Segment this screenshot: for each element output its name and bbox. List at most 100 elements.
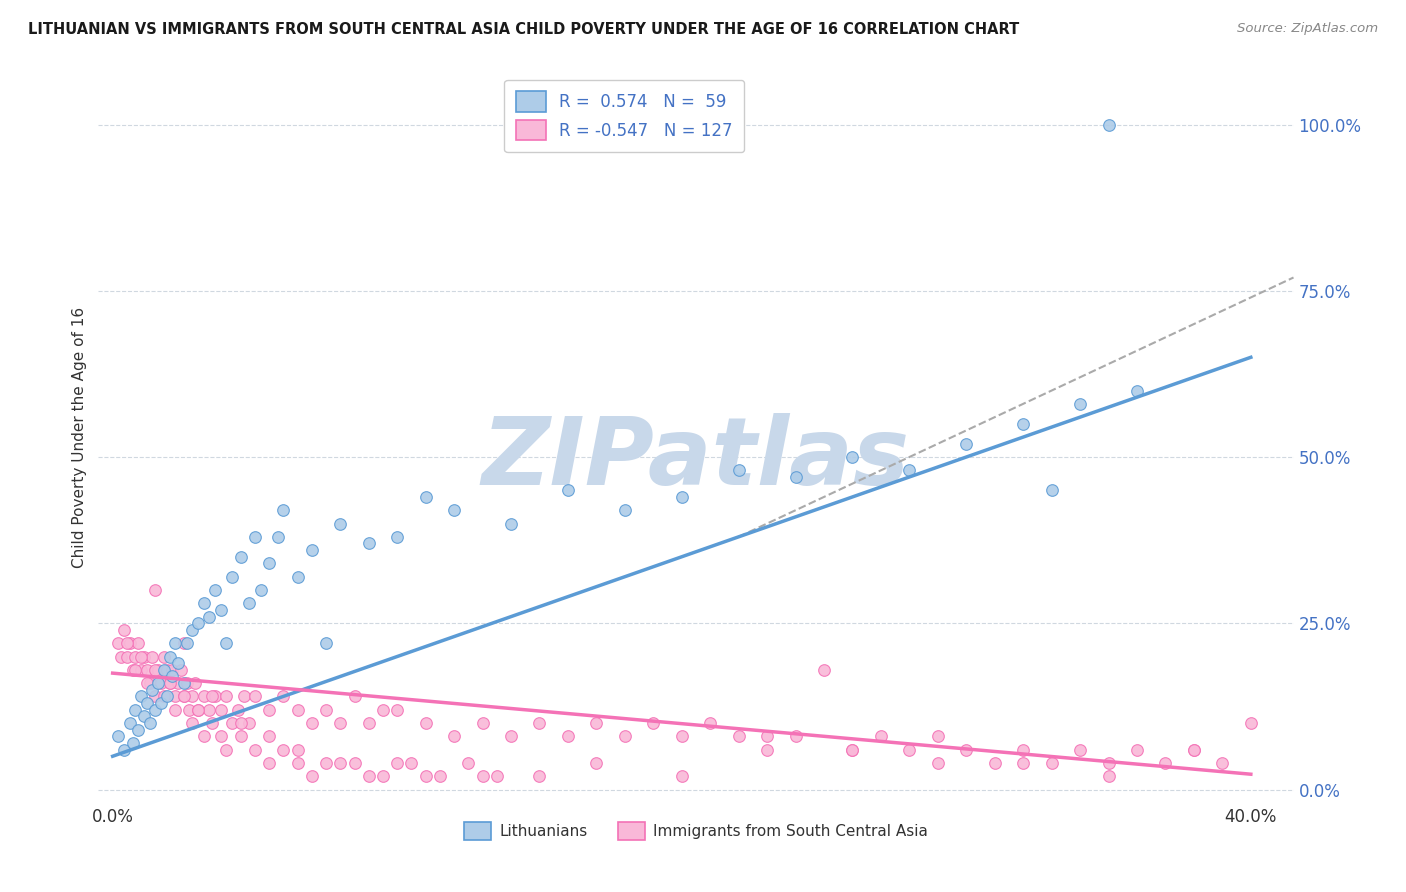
Point — [813, 663, 835, 677]
Point — [193, 596, 215, 610]
Point — [1182, 742, 1205, 756]
Point — [898, 463, 921, 477]
Point — [138, 676, 160, 690]
Point — [415, 716, 437, 731]
Point — [301, 769, 323, 783]
Point — [1126, 742, 1149, 756]
Point — [167, 676, 190, 690]
Point — [201, 690, 224, 704]
Point — [156, 663, 179, 677]
Point — [443, 503, 465, 517]
Point — [841, 742, 863, 756]
Point — [187, 703, 209, 717]
Point — [1069, 742, 1091, 756]
Point — [156, 690, 179, 704]
Point — [1097, 118, 1119, 132]
Point — [165, 636, 187, 650]
Point — [162, 663, 184, 677]
Point — [112, 623, 135, 637]
Point — [429, 769, 451, 783]
Point — [1097, 769, 1119, 783]
Point — [153, 690, 176, 704]
Point — [153, 663, 176, 677]
Point — [301, 543, 323, 558]
Point — [343, 756, 366, 770]
Point — [173, 690, 195, 704]
Point — [165, 690, 187, 704]
Point — [1012, 756, 1035, 770]
Text: ZIPatlas: ZIPatlas — [482, 413, 910, 505]
Point — [209, 603, 232, 617]
Point — [257, 557, 280, 571]
Point — [1069, 397, 1091, 411]
Point — [273, 742, 295, 756]
Point — [176, 636, 198, 650]
Point — [143, 703, 166, 717]
Point — [415, 490, 437, 504]
Point — [148, 676, 170, 690]
Point — [315, 756, 337, 770]
Point — [1211, 756, 1233, 770]
Point — [127, 636, 149, 650]
Point — [329, 516, 352, 531]
Point — [557, 729, 579, 743]
Point — [529, 716, 551, 731]
Point — [107, 729, 129, 743]
Point — [415, 769, 437, 783]
Point — [1097, 756, 1119, 770]
Point — [955, 742, 977, 756]
Point — [181, 623, 204, 637]
Point — [148, 663, 170, 677]
Point — [1126, 384, 1149, 398]
Point — [238, 716, 260, 731]
Point — [315, 703, 337, 717]
Point — [1040, 483, 1063, 498]
Point — [124, 649, 146, 664]
Point — [229, 549, 252, 564]
Point — [357, 536, 380, 550]
Point — [118, 716, 141, 731]
Point — [159, 676, 181, 690]
Point — [184, 676, 207, 690]
Point — [143, 690, 166, 704]
Point — [141, 649, 163, 664]
Point — [287, 570, 309, 584]
Point — [727, 463, 749, 477]
Point — [984, 756, 1007, 770]
Point — [585, 756, 607, 770]
Point — [898, 742, 921, 756]
Point — [343, 690, 366, 704]
Point — [181, 690, 204, 704]
Point — [159, 649, 181, 664]
Point — [841, 742, 863, 756]
Point — [401, 756, 423, 770]
Point — [249, 582, 271, 597]
Point — [215, 690, 238, 704]
Point — [457, 756, 479, 770]
Point — [257, 756, 280, 770]
Point — [371, 703, 394, 717]
Point — [162, 669, 184, 683]
Point — [110, 649, 132, 664]
Point — [232, 690, 254, 704]
Point — [699, 716, 721, 731]
Point — [121, 736, 143, 750]
Point — [257, 729, 280, 743]
Point — [927, 756, 949, 770]
Point — [841, 450, 863, 464]
Point — [287, 703, 309, 717]
Legend: Lithuanians, Immigrants from South Central Asia: Lithuanians, Immigrants from South Centr… — [458, 815, 934, 847]
Point — [198, 703, 221, 717]
Point — [129, 649, 152, 664]
Point — [115, 636, 138, 650]
Point — [143, 582, 166, 597]
Point — [153, 649, 176, 664]
Point — [204, 690, 226, 704]
Point — [727, 729, 749, 743]
Point — [112, 742, 135, 756]
Point — [243, 530, 266, 544]
Point — [127, 723, 149, 737]
Point — [385, 703, 409, 717]
Point — [181, 716, 204, 731]
Point — [529, 769, 551, 783]
